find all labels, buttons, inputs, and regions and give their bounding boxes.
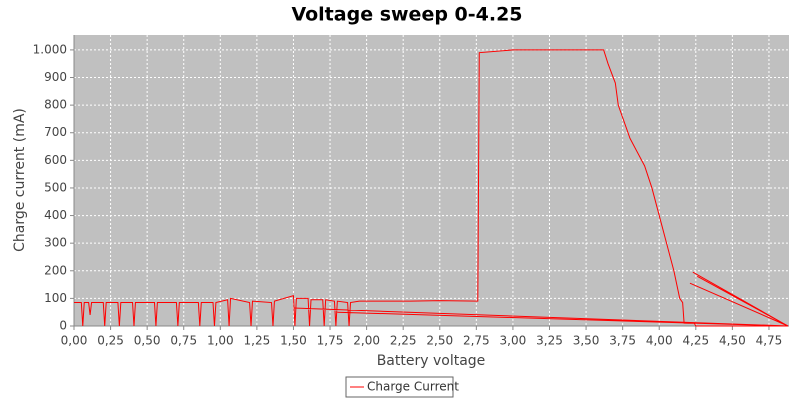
x-axis-label: Battery voltage [377,353,486,369]
x-tick-label: 2,00 [353,334,380,348]
x-tick-label: 0,75 [170,334,197,348]
x-tick-label: 2,25 [390,334,417,348]
y-tick-label: 200 [44,263,67,277]
y-tick-label: 0 [59,319,67,333]
y-tick-label: 900 [44,70,67,84]
y-tick-label: 800 [44,98,67,112]
x-tick-label: 1,50 [280,334,307,348]
x-tick-label: 3,00 [500,334,527,348]
x-tick-label: 0,25 [97,334,124,348]
x-tick-label: 2,75 [463,334,490,348]
y-tick-label: 400 [44,208,67,222]
x-tick-label: 0,50 [134,334,161,348]
x-tick-label: 4,50 [719,334,746,348]
x-tick-label: 1,25 [244,334,271,348]
y-tick-label: 1.000 [33,42,67,56]
x-tick-label: 1,00 [207,334,234,348]
x-tick-label: 3,50 [573,334,600,348]
data-line [74,49,789,327]
y-tick-label: 700 [44,125,67,139]
x-tick-label: 4,00 [646,334,673,348]
y-tick-label: 300 [44,236,67,250]
x-tick-label: 3,75 [609,334,636,348]
x-tick-label: 4,75 [756,334,783,348]
plot-area [74,35,789,326]
y-tick-label: 500 [44,180,67,194]
y-tick-label: 100 [44,291,67,305]
y-tick-label: 600 [44,153,67,167]
chart-title: Voltage sweep 0-4.25 [291,4,522,26]
x-tick-label: 0,00 [61,334,88,348]
x-tick-label: 3,25 [536,334,563,348]
x-tick-label: 4,25 [682,334,709,348]
x-tick-label: 1,75 [317,334,344,348]
legend-label: Charge Current [367,380,459,394]
x-tick-label: 2,50 [426,334,453,348]
legend-box [345,376,454,398]
y-axis-label: Charge current (mA) [12,108,28,252]
